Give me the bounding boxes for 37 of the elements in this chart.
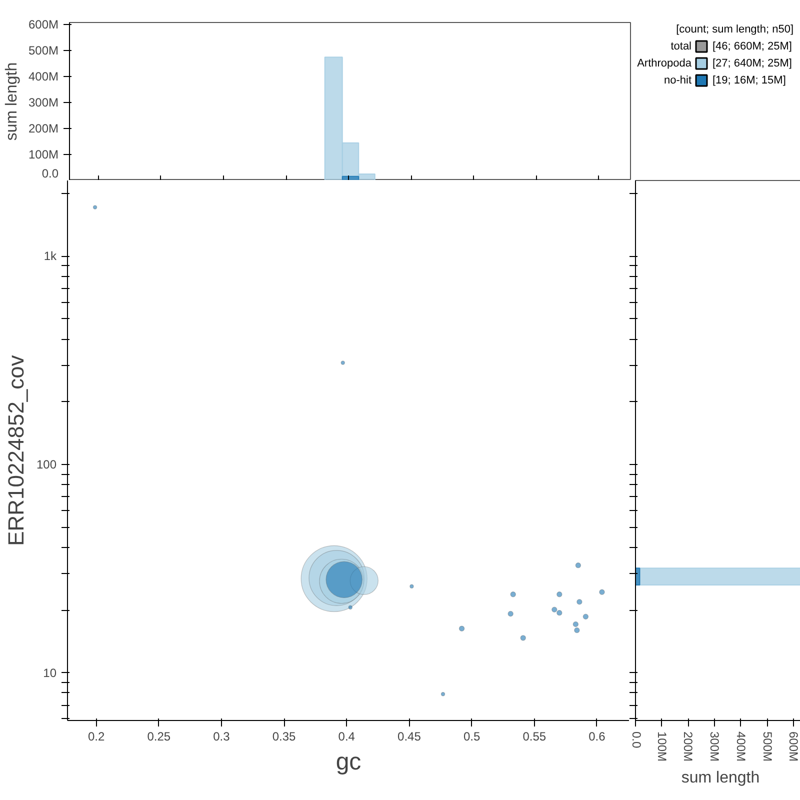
x-tick-label: 200M	[681, 732, 696, 762]
x-tick-label: 500M	[760, 732, 774, 762]
x-tick-label: 100M	[654, 732, 669, 762]
x-tick-label: 600M	[786, 732, 800, 762]
y-axis-title: ERR10224852_cov	[3, 355, 28, 546]
x-tick-label: 0.2	[88, 730, 105, 744]
x-axis-title: gc	[336, 748, 362, 776]
y-tick-label: 200M	[28, 122, 59, 136]
x-tick-label: 0.4	[338, 730, 356, 744]
y-tick-label: 600M	[28, 18, 59, 32]
y-tick-label: 100	[36, 458, 57, 472]
text: [19; 16M; 15M]	[712, 74, 786, 86]
x-tick-label: 0.45	[398, 730, 422, 744]
x-tick-label: 0.25	[147, 730, 171, 744]
text: [27; 640M; 25M]	[712, 58, 792, 70]
y-tick-label: 0.0	[42, 166, 59, 180]
x-tick-label: 0.6	[588, 730, 606, 744]
x-tick-label: 0.35	[272, 730, 296, 744]
y-tick-label: 10	[43, 666, 57, 680]
text: [46; 660M; 25M]	[712, 40, 792, 52]
y-tick-label: 300M	[28, 96, 59, 110]
y-tick-label: 1k	[44, 249, 58, 264]
category-label: Arthropoda	[637, 58, 692, 70]
x-tick-label: 0.55	[522, 730, 546, 744]
text: [count; sum length; n50]	[676, 24, 794, 36]
y-tick-label: 500M	[28, 44, 59, 58]
category-label: total	[670, 40, 692, 52]
x-tick-label: 0.3	[213, 730, 230, 744]
x-tick-label: 0.0	[630, 732, 644, 749]
x-tick-label: 300M	[708, 732, 722, 762]
x-axis-title: sum length	[681, 770, 760, 787]
y-tick-label: 400M	[28, 70, 59, 84]
x-tick-label: 0.5	[463, 730, 480, 744]
x-tick-label: 400M	[734, 732, 748, 762]
y-tick-label: 100M	[28, 148, 59, 162]
category-label: no-hit	[664, 74, 692, 86]
y-axis-title: sum length	[3, 62, 20, 141]
